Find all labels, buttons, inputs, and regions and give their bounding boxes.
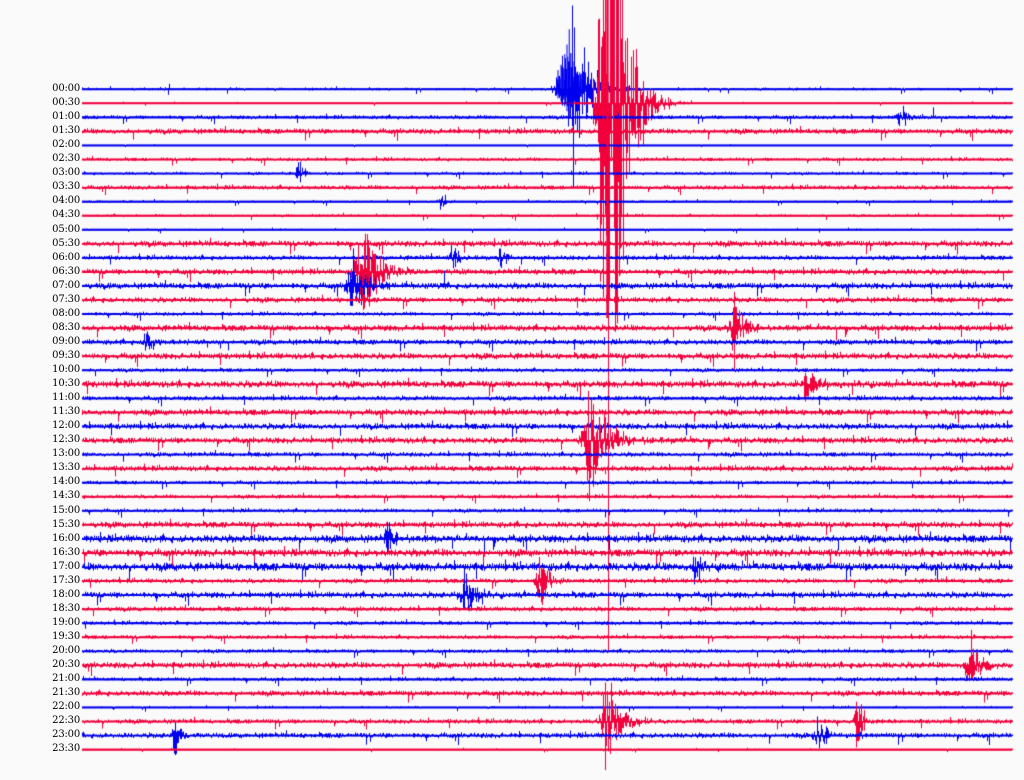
time-tick-label: 21:30 (52, 687, 80, 699)
time-tick-label: 13:00 (52, 448, 80, 460)
time-tick-label: 15:30 (52, 518, 80, 530)
time-tick-label: 10:30 (52, 378, 80, 390)
time-tick-label: 09:30 (52, 349, 80, 361)
time-tick-label: 03:00 (52, 167, 80, 179)
time-tick-label: 17:00 (52, 560, 80, 572)
time-tick-label: 22:30 (52, 715, 80, 727)
time-tick-label: 12:30 (52, 434, 80, 446)
time-tick-label: 06:00 (52, 251, 80, 263)
time-tick-label: 13:30 (52, 462, 80, 474)
time-tick-label: 10:00 (52, 364, 80, 375)
time-tick-label: 12:00 (52, 420, 80, 432)
time-tick-label: 02:00 (52, 139, 80, 151)
time-tick-label: 07:30 (52, 293, 80, 305)
time-tick-label: 05:00 (52, 223, 80, 235)
time-tick-label: 20:00 (52, 645, 80, 656)
time-tick-label: 06:30 (52, 265, 80, 277)
time-tick-label: 04:30 (52, 209, 80, 221)
time-tick-label: 08:00 (52, 307, 80, 319)
time-tick-label: 07:00 (52, 279, 80, 291)
time-tick-label: 21:00 (52, 673, 80, 685)
time-tick-label: 08:30 (52, 321, 80, 333)
time-tick-label: 05:30 (52, 237, 80, 249)
time-tick-label: 23:00 (52, 729, 80, 741)
time-tick-label: 19:00 (52, 616, 80, 628)
time-tick-label: 11:00 (52, 392, 80, 404)
time-tick-label: 19:30 (52, 630, 80, 642)
time-tick-label: 23:30 (52, 743, 80, 755)
time-tick-label: 15:00 (52, 504, 80, 516)
time-tick-label: 14:30 (52, 490, 80, 502)
time-tick-label: 02:30 (52, 153, 80, 165)
time-tick-label: 18:00 (52, 588, 80, 600)
time-tick-label: 01:30 (52, 125, 80, 137)
time-tick-label: 16:30 (52, 546, 80, 558)
time-tick-label: 09:00 (52, 335, 80, 347)
time-tick-label: 20:30 (52, 659, 80, 671)
time-tick-label: 16:00 (52, 532, 80, 544)
time-tick-label: 11:30 (52, 406, 80, 418)
time-tick-label: 18:30 (52, 602, 80, 614)
time-tick-label: 14:00 (52, 476, 80, 488)
time-tick-label: 17:30 (52, 574, 80, 586)
time-tick-label: 04:00 (52, 195, 80, 207)
time-axis: 00:00 00:30 01:00 01:30 02:00 02:30 03:00 03:30… (0, 0, 80, 780)
time-tick-label: 22:00 (52, 701, 80, 713)
time-tick-label: 01:00 (52, 111, 80, 123)
time-tick-label: 03:30 (52, 181, 80, 193)
time-tick-label: 00:30 (52, 97, 80, 109)
time-tick-label: 00:00 (52, 83, 80, 94)
